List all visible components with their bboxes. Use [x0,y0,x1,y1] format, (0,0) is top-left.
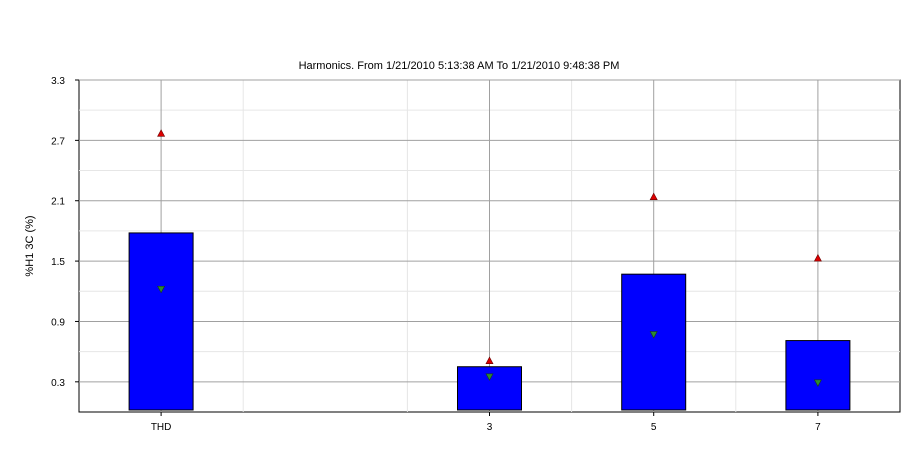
mean-marker-7 [813,379,822,387]
y-tick-label: 2.7 [51,136,65,147]
y-tick-label: 0.9 [51,317,65,328]
y-axis-label: %H1 3C (%) [24,215,36,276]
box-5 [621,273,687,411]
x-tick-label: 5 [651,422,657,433]
max-marker-7 [813,253,822,262]
y-axis: 3.3 2.7 2.1 1.5 0.9 0.3 [51,76,79,389]
grid [79,79,900,412]
x-tick-label: 7 [815,422,821,433]
x-axis: THD 3 5 7 [151,412,821,433]
y-tick-label: 0.3 [51,378,65,389]
mean-marker-THD [157,285,166,294]
box-series [128,129,851,411]
max-marker-5 [649,192,658,201]
box-7 [785,340,851,411]
chart-title: Harmonics. From 1/21/2010 5:13:38 AM To … [299,60,620,72]
y-tick-label: 3.3 [51,76,65,87]
mean-marker-3 [485,373,494,381]
y-tick-label: 1.5 [51,257,65,268]
y-tick-label: 2.1 [51,197,65,208]
max-marker-THD [157,129,166,137]
box-3 [457,366,522,411]
x-tick-label: 3 [487,422,493,433]
mean-marker-5 [649,331,658,339]
max-marker-3 [485,356,494,364]
x-tick-label: THD [151,422,172,433]
box-THD [128,232,194,411]
